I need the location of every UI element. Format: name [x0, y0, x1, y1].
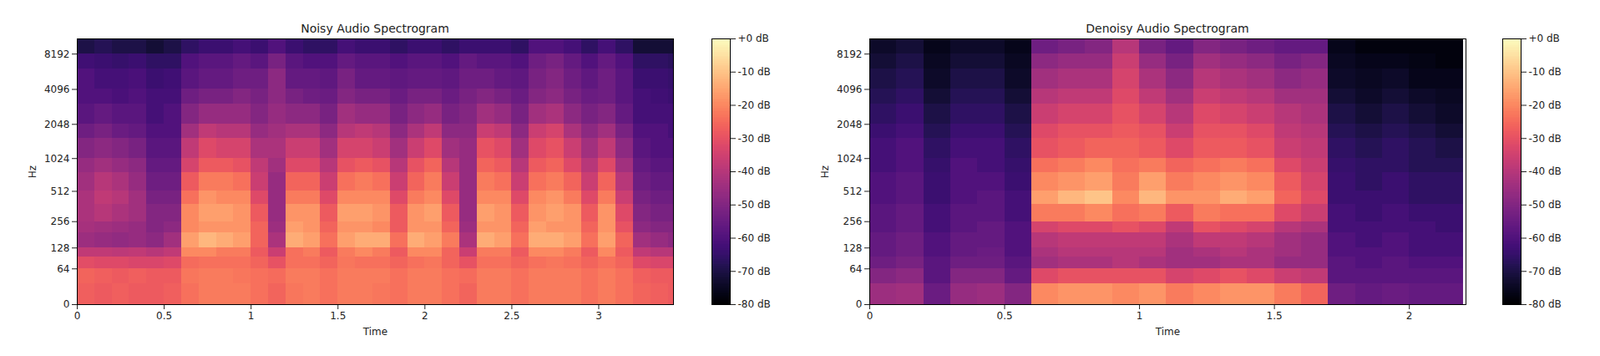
svg-text:2: 2	[421, 309, 429, 322]
svg-text:-10 dB: -10 dB	[1529, 65, 1562, 78]
svg-text:-30 dB: -30 dB	[738, 132, 771, 145]
svg-text:-10 dB: -10 dB	[738, 65, 771, 78]
svg-text:Hz: Hz	[26, 165, 39, 178]
svg-text:2.5: 2.5	[503, 309, 520, 322]
svg-text:1.5: 1.5	[1266, 309, 1283, 322]
svg-text:2048: 2048	[836, 118, 863, 131]
svg-text:-80 dB: -80 dB	[1529, 298, 1562, 310]
svg-text:-20 dB: -20 dB	[1529, 99, 1562, 112]
svg-text:-70 dB: -70 dB	[738, 265, 771, 278]
svg-text:0: 0	[74, 309, 82, 322]
svg-text:2: 2	[1406, 309, 1413, 322]
svg-text:-70 dB: -70 dB	[1529, 265, 1562, 278]
svg-text:64: 64	[56, 263, 70, 275]
svg-text:3: 3	[595, 309, 603, 322]
svg-text:512: 512	[50, 185, 71, 198]
html-text:Noisy Audio Spectrogram: Noisy Audio Spectrogram	[300, 21, 450, 36]
svg-text:64: 64	[849, 263, 862, 275]
svg-text:1.5: 1.5	[329, 309, 346, 322]
html-text:Denoisy Audio Spectrogram: Denoisy Audio Spectrogram	[1085, 21, 1250, 36]
svg-text:1024: 1024	[44, 152, 71, 165]
svg-text:0.5: 0.5	[996, 309, 1013, 322]
svg-text:0: 0	[63, 298, 71, 310]
svg-text:8192: 8192	[836, 48, 863, 61]
svg-text:1024: 1024	[836, 152, 863, 165]
svg-text:+0 dB: +0 dB	[1529, 32, 1560, 45]
svg-text:Hz: Hz	[819, 165, 831, 178]
svg-text:0.5: 0.5	[156, 309, 173, 322]
svg-text:-50 dB: -50 dB	[738, 198, 771, 211]
svg-text:-60 dB: -60 dB	[738, 232, 771, 244]
svg-text:256: 256	[50, 215, 71, 228]
svg-text:0: 0	[855, 298, 863, 310]
svg-text:1: 1	[248, 309, 255, 322]
svg-text:-40 dB: -40 dB	[1529, 165, 1562, 178]
svg-text:4096: 4096	[836, 83, 863, 96]
svg-text:8192: 8192	[44, 48, 71, 61]
svg-text:128: 128	[843, 242, 863, 254]
svg-text:4096: 4096	[44, 83, 71, 96]
svg-text:-80 dB: -80 dB	[738, 298, 771, 310]
svg-text:-30 dB: -30 dB	[1529, 132, 1562, 145]
svg-text:Time: Time	[362, 325, 388, 338]
svg-text:-40 dB: -40 dB	[738, 165, 771, 178]
svg-text:0: 0	[866, 309, 874, 322]
svg-text:512: 512	[843, 185, 863, 198]
svg-text:2048: 2048	[44, 118, 71, 131]
svg-text:-60 dB: -60 dB	[1529, 232, 1562, 244]
svg-text:-20 dB: -20 dB	[738, 99, 771, 112]
svg-text:256: 256	[843, 215, 863, 228]
svg-text:-50 dB: -50 dB	[1529, 198, 1562, 211]
svg-text:128: 128	[50, 242, 71, 254]
svg-text:1: 1	[1136, 309, 1144, 322]
svg-text:+0 dB: +0 dB	[738, 32, 770, 45]
svg-text:Time: Time	[1154, 325, 1180, 338]
